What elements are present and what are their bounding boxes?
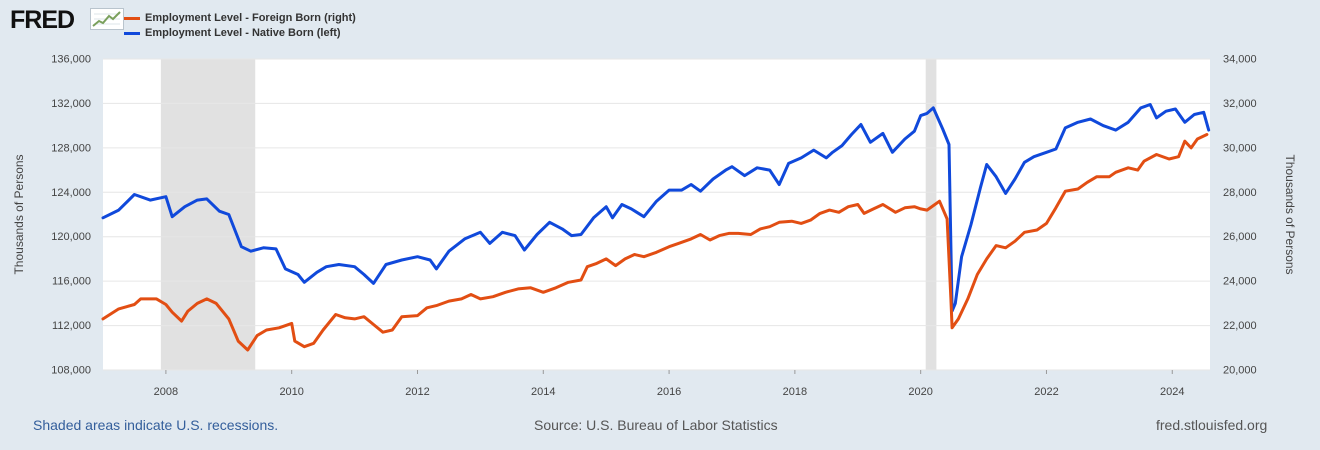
line-graph-icon xyxy=(90,8,124,30)
series-line-foreign-born[interactable] xyxy=(101,133,1209,352)
x-tick-label: 2014 xyxy=(531,386,555,398)
left-axis-label: Thousands of Persons xyxy=(12,154,26,274)
left-tick-label: 108,000 xyxy=(51,365,91,377)
right-tick-label: 20,000 xyxy=(1223,365,1257,377)
fred-logo-text: FRED xyxy=(10,6,75,34)
right-tick-label: 30,000 xyxy=(1223,142,1257,154)
x-tick-label: 2022 xyxy=(1034,386,1058,398)
fred-logo[interactable]: FRED xyxy=(10,6,145,34)
right-tick-label: 28,000 xyxy=(1223,187,1257,199)
left-tick-label: 116,000 xyxy=(52,276,91,288)
legend-item-native-born[interactable]: Employment Level - Native Born (left) xyxy=(124,27,341,39)
legend-swatch-native-born xyxy=(124,31,140,35)
legend-item-foreign-born[interactable]: Employment Level - Foreign Born (right) xyxy=(124,12,356,24)
x-tick-label: 2010 xyxy=(279,386,303,398)
source-note: Source: U.S. Bureau of Labor Statistics xyxy=(534,417,778,433)
series-line-native-born[interactable] xyxy=(101,103,1211,313)
legend-label-foreign-born: Employment Level - Foreign Born (right) xyxy=(145,12,356,24)
legend-swatch-foreign-born xyxy=(124,16,140,20)
x-tick-label: 2016 xyxy=(657,386,681,398)
right-tick-label: 32,000 xyxy=(1223,98,1257,110)
left-tick-label: 112,000 xyxy=(52,320,91,332)
right-tick-label: 34,000 xyxy=(1223,54,1257,66)
x-tick-label: 2020 xyxy=(908,386,932,398)
recession-note: Shaded areas indicate U.S. recessions. xyxy=(33,417,279,433)
left-tick-label: 120,000 xyxy=(51,231,91,243)
right-tick-label: 22,000 xyxy=(1223,320,1257,332)
fred-url-link[interactable]: fred.stlouisfed.org xyxy=(1156,417,1268,433)
left-tick-label: 136,000 xyxy=(51,54,91,66)
recession-band xyxy=(925,59,937,370)
right-tick-label: 24,000 xyxy=(1223,276,1257,288)
left-tick-label: 128,000 xyxy=(51,142,91,154)
x-tick-label: 2008 xyxy=(154,386,178,398)
x-tick-label: 2024 xyxy=(1160,386,1184,398)
right-axis-label: Thousands of Persons xyxy=(1283,154,1297,274)
left-tick-label: 132,000 xyxy=(51,98,91,110)
right-tick-label: 26,000 xyxy=(1223,231,1257,243)
x-tick-label: 2012 xyxy=(405,386,429,398)
legend-label-native-born: Employment Level - Native Born (left) xyxy=(145,27,341,39)
x-tick-label: 2018 xyxy=(783,386,807,398)
plot-area xyxy=(103,59,1210,370)
left-tick-label: 124,000 xyxy=(51,187,91,199)
